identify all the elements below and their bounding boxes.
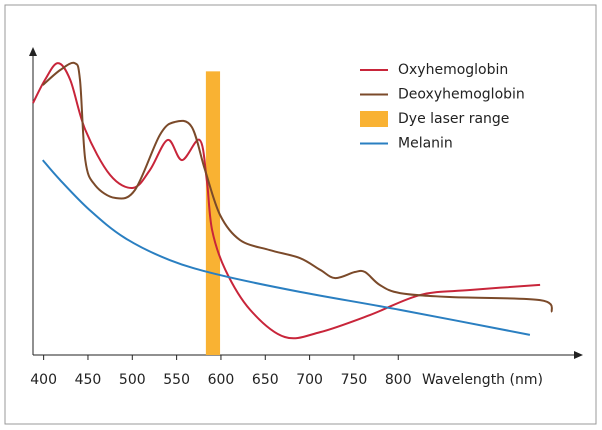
line-series	[32, 62, 541, 340]
x-tick-label: 550	[163, 372, 190, 388]
x-tick-label: 800	[385, 372, 412, 388]
x-tick-label: 450	[75, 372, 102, 388]
x-arrow	[574, 351, 583, 359]
line-series	[42, 61, 553, 313]
x-tick-label: 650	[252, 372, 279, 388]
y-arrow	[29, 47, 37, 56]
legend-swatch	[360, 111, 388, 127]
x-tick-label: 500	[119, 372, 146, 388]
line-series	[41, 159, 531, 336]
x-tick-label: 400	[30, 372, 57, 388]
x-tick-label: 750	[341, 372, 368, 388]
x-tick-label: 600	[208, 372, 235, 388]
dye-band	[205, 71, 221, 355]
x-tick-label: 700	[296, 372, 323, 388]
legend-label: Deoxyhemoglobin	[398, 87, 525, 103]
frame	[4, 4, 597, 425]
legend-label: Dye laser range	[398, 111, 509, 127]
legend-label: Oxyhemoglobin	[398, 62, 508, 78]
legend-label: Melanin	[398, 136, 453, 152]
x-axis-label: Wavelength (nm)	[422, 372, 543, 388]
